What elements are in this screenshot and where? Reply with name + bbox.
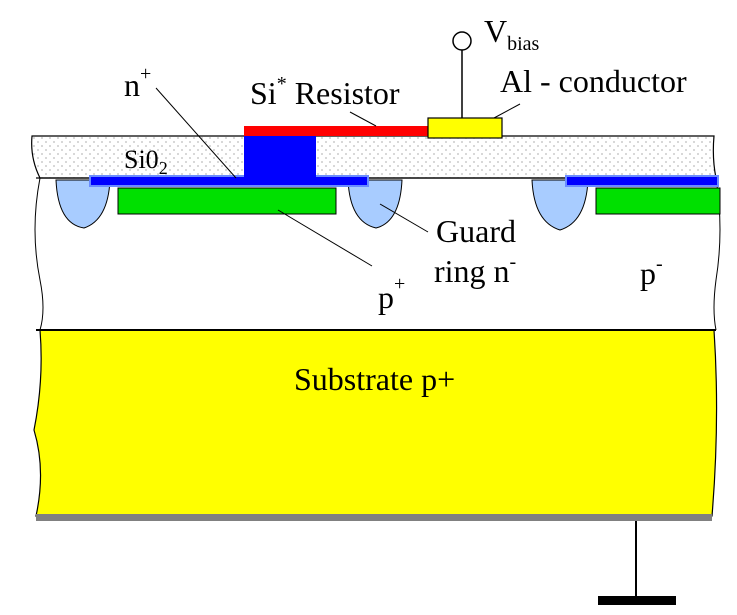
al-leader <box>493 103 521 119</box>
n-plus-contact-plug <box>244 134 316 180</box>
n-plus-leader <box>155 87 237 179</box>
p-minus-label: p- <box>640 253 663 291</box>
al-conductor-label: Al - conductor <box>500 63 687 99</box>
guard-ring-center <box>347 179 403 229</box>
resistor-leader <box>349 111 377 127</box>
vbias-terminal-icon <box>452 31 472 51</box>
sio2-label: Si02 <box>124 145 168 178</box>
p-plus-label: p+ <box>378 273 405 315</box>
guard-ring-right <box>531 179 589 231</box>
n-plus-label: n+ <box>124 63 151 103</box>
si-resistor-bar <box>244 126 430 136</box>
guard-ring-left <box>55 179 111 229</box>
si-resistor-label: Si* Resistor <box>250 73 400 111</box>
n-plus-strip-right <box>565 175 719 187</box>
p-plus-implant-left <box>117 187 337 215</box>
bulk-left-edge <box>34 177 44 331</box>
ring-n-minus-label: ring n- <box>434 251 516 289</box>
vbias-label: Vbias <box>484 13 540 55</box>
substrate-region <box>33 329 718 517</box>
substrate-label: Substrate p+ <box>294 361 455 397</box>
p-plus-leader <box>277 209 373 267</box>
guard-label: Guard <box>436 213 516 249</box>
al-conductor-pad <box>427 117 503 139</box>
guard-leader <box>379 203 429 233</box>
n-plus-strip-left <box>89 175 369 187</box>
ground-icon <box>598 596 676 605</box>
bottom-contact-bar <box>36 514 712 521</box>
p-plus-implant-right <box>595 187 721 215</box>
